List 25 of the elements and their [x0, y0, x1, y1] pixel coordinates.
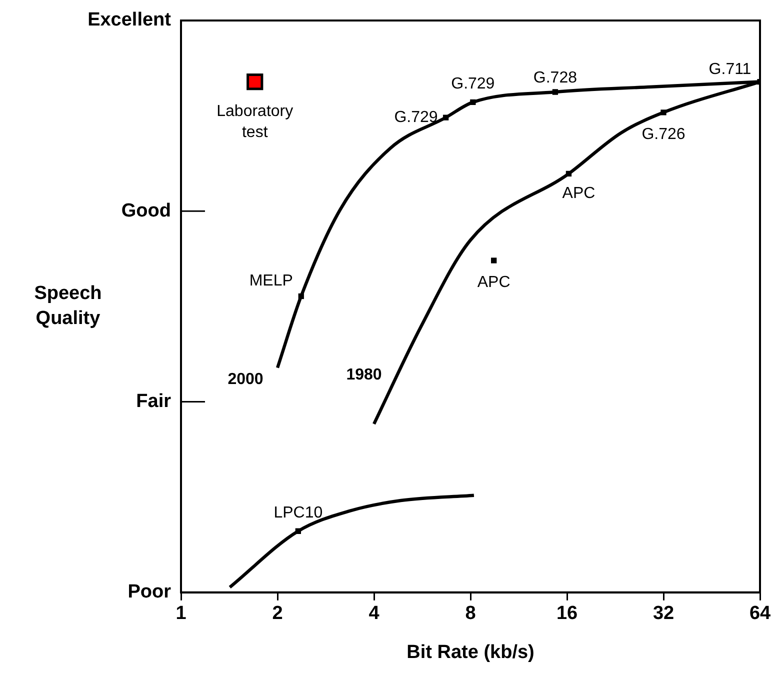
- annotation: G.711: [708, 61, 752, 78]
- x-tick-label: 2: [272, 603, 283, 624]
- annotation: G.729: [394, 108, 438, 126]
- category-label: Good: [121, 200, 171, 222]
- x-tick-label: 16: [556, 603, 578, 624]
- x-tick-label: 1: [176, 603, 187, 624]
- annotation: G.726: [642, 126, 686, 143]
- text: Laboratory test: [216, 103, 294, 142]
- annotation: APC: [562, 185, 596, 202]
- x-axis-title: Bit Rate (kb/s): [406, 642, 534, 663]
- category-label: Excellent: [88, 10, 171, 31]
- category-label: Fair: [136, 391, 171, 412]
- annotation: APC: [477, 274, 510, 291]
- x-tick-label: 64: [749, 603, 771, 624]
- annotation: 1980: [346, 366, 382, 384]
- y-axis-title: Speech Quality: [34, 283, 102, 330]
- annotation: MELP: [249, 272, 293, 290]
- category-label: Poor: [128, 582, 171, 603]
- annotation: G.729: [451, 76, 495, 93]
- x-tick-label: 8: [465, 603, 476, 624]
- x-tick-label: 4: [368, 603, 380, 624]
- annotation: G.728: [533, 69, 578, 86]
- x-tick-label: 32: [652, 603, 674, 624]
- annotation: LPC10: [274, 504, 323, 522]
- annotation: 2000: [228, 371, 264, 388]
